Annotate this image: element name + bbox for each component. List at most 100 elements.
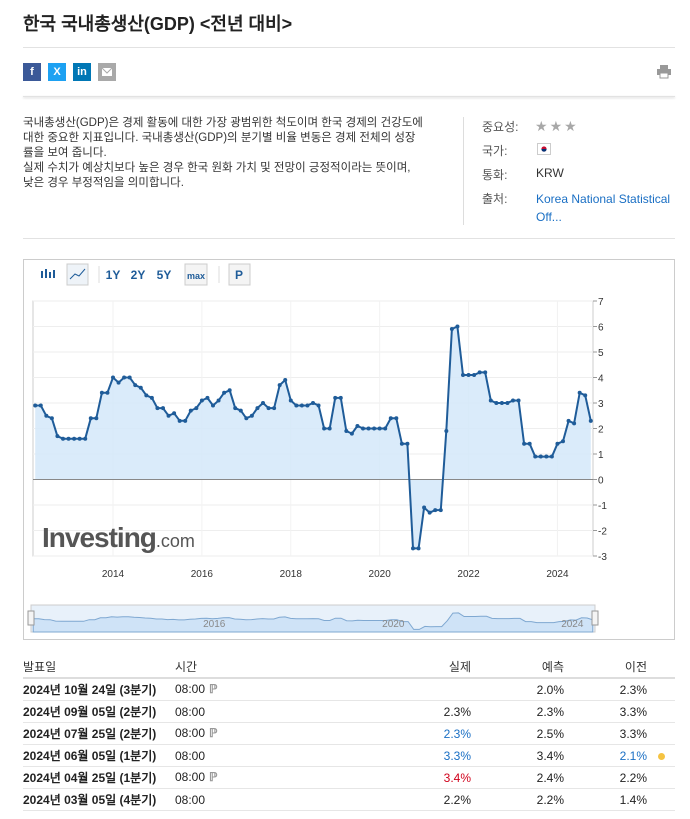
point [188,408,193,413]
point [116,380,121,385]
point [405,441,410,446]
point [527,441,532,446]
watermark-brand: Investing [42,522,156,553]
importance-stars: ★ ★ ★ [535,118,579,136]
point [216,398,221,403]
actual: 2.3% [325,700,471,723]
share-mail[interactable] [98,63,116,81]
revision-dot [657,752,665,760]
point [272,406,277,411]
point [383,426,388,431]
area [35,326,591,549]
toolbar-button[interactable]: 2Y [131,268,146,282]
toolbar-box [228,263,251,286]
point [138,385,143,390]
column-header: 발표일 [23,655,175,679]
y-tick-label: 3 [598,399,604,410]
point [61,436,65,441]
point [288,398,293,403]
point [372,426,377,431]
point [427,510,432,515]
actual: 3.4% [325,766,471,789]
preliminary-icon: ℙ [209,770,218,784]
table-row: 2024년 07월 25일 (2분기) 08:00 ℙ 2.3% 2.5% 3.3% [23,722,675,745]
point [227,388,232,393]
column-header: 이전 [564,655,647,679]
point [311,401,315,405]
previous: 2.2% [564,766,647,789]
mail-icon [101,67,113,76]
source-link[interactable]: Korea National Statistical Off... [536,192,671,224]
star: ★ [564,118,577,134]
release-date: 2024년 10월 24일 (3분기) [23,678,175,701]
line-view-icon[interactable] [66,263,89,286]
point [49,416,54,421]
point [277,383,282,388]
point [422,505,427,510]
point [261,401,265,405]
point [533,454,538,459]
description-text: 실제 수치가 예상치보다 높은 경우 한국 원화 가치 및 전망이 긍정적이라는… [23,162,411,189]
navigator-handle[interactable] [591,610,599,626]
point [577,390,582,395]
point [511,398,515,403]
preliminary-icon: ℙ [209,726,218,740]
forecast: 2.2% [471,788,564,811]
y-tick-label: 2 [598,425,604,436]
point [477,370,482,375]
point [472,372,477,377]
share-x[interactable]: X [48,63,66,81]
x-tick-label: 2024 [546,569,569,580]
column-header: 예측 [471,655,564,679]
description-text: 국내총생산(GDP)은 경제 활동에 대한 가장 광범위한 척도이며 한국 경제… [23,117,423,159]
point [516,398,521,403]
release-date: 2024년 06월 05일 (1분기) [23,744,175,767]
description: 국내총생산(GDP)은 경제 활동에 대한 가장 광범위한 척도이며 한국 경제… [23,116,423,191]
release-time: 08:00 [175,744,325,767]
alert-cell [647,744,675,767]
column-header: 실제 [325,655,471,679]
time: 08:00 [175,704,206,719]
point [522,441,527,446]
toolbar-button[interactable]: 5Y [157,268,172,282]
point [322,426,327,431]
share-linkedin[interactable]: in [73,63,91,81]
y-tick-label: 7 [598,297,604,308]
navigator-handle[interactable] [27,610,35,626]
y-tick-label: 5 [598,348,604,359]
point [299,403,304,408]
point [105,390,110,395]
toolbar-box [184,263,208,286]
print-icon[interactable] [656,64,672,80]
history-table: 발표일 시간 실제 예측 이전 2024년 10월 24일 (3분기) 08:00 ℙ 2.0%… [23,655,675,811]
bar-view-icon[interactable] [41,269,55,278]
point [172,411,177,416]
info-label: 국가: [482,144,508,158]
point [566,418,571,423]
point [111,375,115,380]
x-tick-label: 2020 [369,569,392,580]
point [433,508,438,513]
flag-icon [537,143,551,155]
toolbar-button[interactable]: max [187,271,205,281]
forecast: 2.3% [471,700,564,723]
point [344,429,349,434]
point [455,324,460,329]
point [555,441,560,446]
y-tick-label: -3 [598,552,607,563]
point [166,413,171,418]
point [327,426,332,431]
point [338,395,343,400]
share-facebook[interactable]: f [23,63,41,81]
toolbar-button[interactable]: 1Y [106,268,121,282]
star: ★ [549,118,563,134]
point [583,393,588,398]
point [211,403,215,408]
point [544,454,549,459]
star: ★ [535,118,548,134]
point [538,454,543,459]
toolbar-button[interactable]: P [235,268,243,282]
point [33,403,38,408]
point [44,413,49,418]
